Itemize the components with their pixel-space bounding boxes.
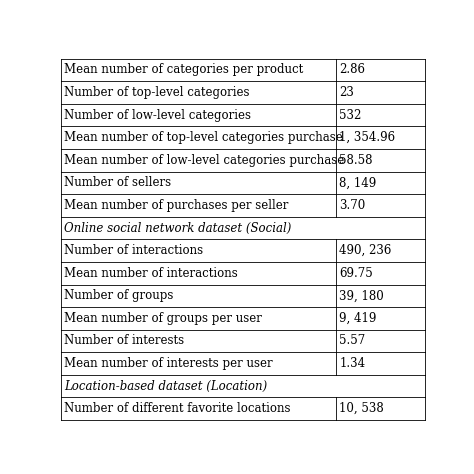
- Text: Mean number of low-level categories purchase: Mean number of low-level categories purc…: [64, 154, 344, 167]
- Text: Number of low-level categories: Number of low-level categories: [64, 109, 251, 122]
- Text: 58.58: 58.58: [339, 154, 373, 167]
- Text: 9, 419: 9, 419: [339, 312, 377, 325]
- Text: 69.75: 69.75: [339, 267, 373, 280]
- Text: Mean number of purchases per seller: Mean number of purchases per seller: [64, 199, 288, 212]
- Text: 10, 538: 10, 538: [339, 402, 384, 415]
- Text: 5.57: 5.57: [339, 335, 365, 347]
- Text: 532: 532: [339, 109, 362, 122]
- Text: 1.34: 1.34: [339, 357, 365, 370]
- Text: Number of interactions: Number of interactions: [64, 244, 203, 257]
- Text: 8, 149: 8, 149: [339, 176, 376, 190]
- Text: Number of groups: Number of groups: [64, 289, 173, 302]
- Text: Mean number of top-level categories purchase: Mean number of top-level categories purc…: [64, 131, 343, 144]
- Text: 2.86: 2.86: [339, 64, 365, 76]
- Text: Mean number of groups per user: Mean number of groups per user: [64, 312, 262, 325]
- Text: 1, 354.96: 1, 354.96: [339, 131, 395, 144]
- Text: Mean number of interactions: Mean number of interactions: [64, 267, 238, 280]
- Text: Mean number of categories per product: Mean number of categories per product: [64, 64, 303, 76]
- Text: Mean number of interests per user: Mean number of interests per user: [64, 357, 273, 370]
- Text: 3.70: 3.70: [339, 199, 365, 212]
- Text: 23: 23: [339, 86, 354, 99]
- Text: Number of interests: Number of interests: [64, 335, 184, 347]
- Text: Number of different favorite locations: Number of different favorite locations: [64, 402, 291, 415]
- Text: Number of sellers: Number of sellers: [64, 176, 171, 190]
- Text: Number of top-level categories: Number of top-level categories: [64, 86, 249, 99]
- Text: Location-based dataset (Location): Location-based dataset (Location): [64, 380, 267, 392]
- Text: 39, 180: 39, 180: [339, 289, 384, 302]
- Text: Online social network dataset (Social): Online social network dataset (Social): [64, 221, 292, 235]
- Text: 490, 236: 490, 236: [339, 244, 392, 257]
